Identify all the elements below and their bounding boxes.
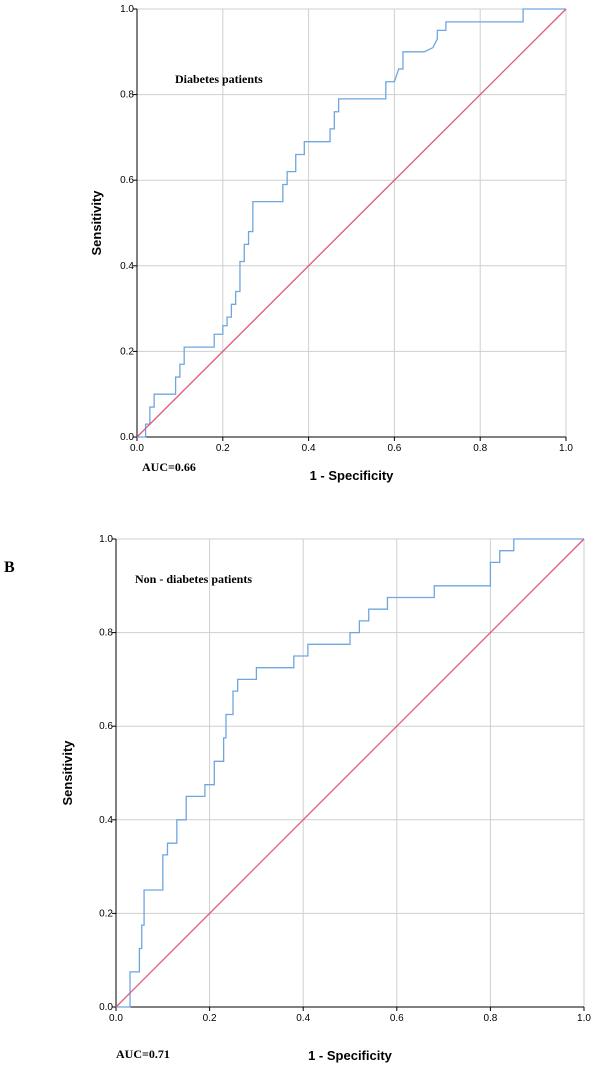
x-tick-label: 0.2 <box>216 443 230 454</box>
x-tick-label: 1.0 <box>559 443 573 454</box>
y-tick-label: 0.0 <box>99 1002 113 1013</box>
y-tick-label: 0.8 <box>99 628 113 639</box>
x-tick-label: 0.6 <box>387 443 401 454</box>
y-tick-label: 0.8 <box>120 90 134 101</box>
y-axis-label: Sensitivity <box>89 190 104 256</box>
y-tick-label: 0.0 <box>120 432 134 443</box>
x-tick-label: 1.0 <box>577 1013 591 1024</box>
y-tick-label: 0.4 <box>120 261 134 272</box>
y-tick-label: 0.6 <box>99 721 113 732</box>
x-tick-label: 0.8 <box>483 1013 497 1024</box>
x-tick-label: 0.8 <box>473 443 487 454</box>
x-axis-label: 1 - Specificity <box>310 468 395 483</box>
x-tick-label: 0.0 <box>130 443 144 454</box>
reference-diagonal <box>136 8 567 438</box>
y-tick-label: 0.2 <box>120 346 134 357</box>
y-axis-label: Sensitivity <box>60 740 75 806</box>
x-tick-label: 0.0 <box>109 1013 123 1024</box>
x-tick-label: 0.2 <box>203 1013 217 1024</box>
y-tick-label: 0.6 <box>120 175 134 186</box>
y-tick-label: 0.2 <box>99 908 113 919</box>
roc-chart-2: 0.0 0.2 0.4 0.6 0.8 1.0 0.0 0.2 0.4 0.6 0.8 1.0 1 - … <box>4 534 591 1063</box>
roc-curve <box>116 538 584 1008</box>
reference-diagonal <box>115 538 585 1008</box>
auc-label: AUC=0.71 <box>116 1047 170 1061</box>
y-tick-label: 0.4 <box>99 815 113 826</box>
x-axis-label: 1 - Specificity <box>308 1048 393 1063</box>
x-tick-label: 0.4 <box>296 1013 310 1024</box>
group-annotation: Non - diabetes patients <box>135 572 252 586</box>
group-annotation: Diabetes patients <box>175 72 263 86</box>
auc-label: AUC=0.66 <box>142 460 196 474</box>
x-tick-label: 0.4 <box>302 443 316 454</box>
roc-curve <box>137 8 566 438</box>
x-tick-label: 0.6 <box>390 1013 404 1024</box>
y-tick-label: 1.0 <box>99 534 113 545</box>
roc-chart-1: 0.0 0.2 0.4 0.6 0.8 1.0 0.0 0.2 0.4 0.6 0.8 1.0 1 - … <box>89 4 573 483</box>
y-tick-label: 1.0 <box>120 4 134 15</box>
panel-label: B <box>4 559 15 576</box>
